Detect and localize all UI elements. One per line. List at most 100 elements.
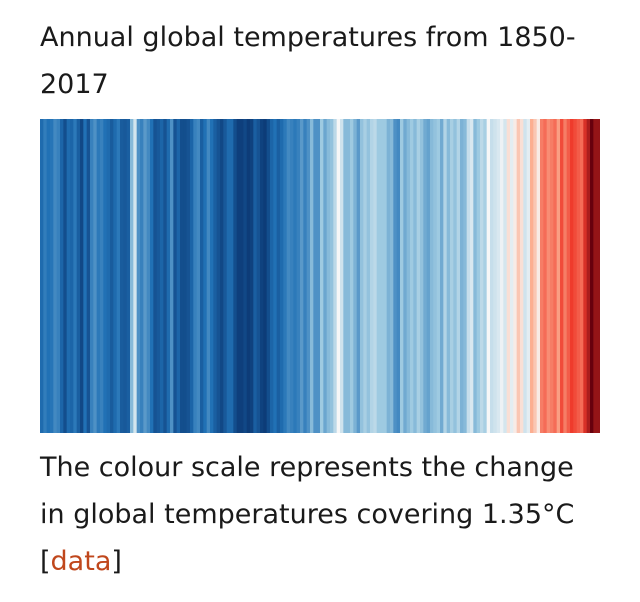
stripe-1996 [526, 119, 531, 433]
stripe-1936 [326, 119, 331, 433]
stripe-1878 [133, 119, 138, 433]
stripe-1888 [166, 119, 171, 433]
stripe-2002 [546, 119, 551, 433]
stripe-1972 [446, 119, 451, 433]
stripe-1932 [313, 119, 318, 433]
stripe-1983 [483, 119, 488, 433]
stripe-1859 [70, 119, 74, 433]
stripe-1999 [536, 119, 541, 433]
data-link[interactable]: data [50, 546, 112, 577]
stripe-1850 [40, 119, 44, 433]
stripe-1991 [510, 119, 514, 433]
chart-title: Annual global temperatures from 1850-201… [40, 22, 576, 100]
stripe-1852 [46, 119, 51, 433]
stripe-1980 [473, 119, 478, 433]
stripe-1880 [140, 119, 144, 433]
stripe-1985 [490, 119, 494, 433]
stripe-1934 [320, 119, 324, 433]
stripe-1922 [280, 119, 284, 433]
stripe-2000 [540, 119, 544, 433]
stripe-1960 [406, 119, 411, 433]
stripe-1853 [50, 119, 54, 433]
stripe-1913 [250, 119, 254, 433]
stripe-1893 [183, 119, 188, 433]
stripe-1939 [336, 119, 341, 433]
stripe-1895 [190, 119, 194, 433]
stripe-1910 [240, 119, 244, 433]
stripe-1874 [120, 119, 124, 433]
stripe-1876 [126, 119, 131, 433]
stripe-1929 [303, 119, 308, 433]
stripe-1855 [56, 119, 61, 433]
stripe-1961 [410, 119, 414, 433]
stripe-1901 [210, 119, 214, 433]
stripe-1898 [200, 119, 204, 433]
stripe-1965 [423, 119, 428, 433]
stripe-1899 [203, 119, 208, 433]
stripe-1905 [223, 119, 228, 433]
stripe-2007 [563, 119, 568, 433]
stripe-1900 [206, 119, 211, 433]
stripe-1924 [286, 119, 291, 433]
stripe-2001 [543, 119, 548, 433]
stripe-1941 [343, 119, 348, 433]
stripe-1953 [383, 119, 388, 433]
stripe-1933 [316, 119, 321, 433]
stripe-1943 [350, 119, 354, 433]
stripe-2011 [576, 119, 581, 433]
stripe-1952 [380, 119, 384, 433]
stripe-1864 [86, 119, 91, 433]
stripe-1978 [466, 119, 471, 433]
stripe-1962 [413, 119, 418, 433]
stripe-1914 [253, 119, 258, 433]
stripe-1883 [150, 119, 154, 433]
stripe-1854 [53, 119, 58, 433]
stripe-2006 [560, 119, 564, 433]
stripe-1940 [340, 119, 344, 433]
stripe-1869 [103, 119, 108, 433]
stripe-1931 [310, 119, 314, 433]
stripe-1987 [496, 119, 501, 433]
stripe-1886 [160, 119, 164, 433]
stripe-1988 [500, 119, 504, 433]
stripe-1928 [300, 119, 304, 433]
stripe-1981 [476, 119, 481, 433]
stripe-1984 [486, 119, 491, 433]
stripe-1990 [506, 119, 511, 433]
stripe-1997 [530, 119, 534, 433]
stripe-1903 [216, 119, 221, 433]
stripe-1967 [430, 119, 434, 433]
stripe-1894 [186, 119, 191, 433]
stripe-1902 [213, 119, 218, 433]
stripe-1945 [356, 119, 361, 433]
stripe-1946 [360, 119, 364, 433]
stripe-1942 [346, 119, 351, 433]
stripe-1925 [290, 119, 294, 433]
stripe-1938 [333, 119, 338, 433]
stripe-1862 [80, 119, 84, 433]
stripe-1995 [523, 119, 528, 433]
stripe-1897 [196, 119, 201, 433]
stripe-1935 [323, 119, 328, 433]
stripe-1868 [100, 119, 104, 433]
stripe-1998 [533, 119, 538, 433]
stripe-1977 [463, 119, 468, 433]
stripe-2008 [566, 119, 571, 433]
stripe-1858 [66, 119, 71, 433]
stripe-1964 [420, 119, 424, 433]
stripe-1921 [276, 119, 281, 433]
stripe-2010 [573, 119, 578, 433]
stripe-1887 [163, 119, 168, 433]
stripe-1890 [173, 119, 178, 433]
stripe-1916 [260, 119, 264, 433]
stripe-1968 [433, 119, 438, 433]
stripe-2005 [556, 119, 561, 433]
stripe-2013 [583, 119, 588, 433]
stripe-1917 [263, 119, 268, 433]
stripe-1927 [296, 119, 301, 433]
caption-text: The colour scale represents the change i… [40, 452, 575, 530]
stripe-1919 [270, 119, 274, 433]
stripe-1866 [93, 119, 98, 433]
stripe-1976 [460, 119, 464, 433]
stripe-1863 [83, 119, 88, 433]
